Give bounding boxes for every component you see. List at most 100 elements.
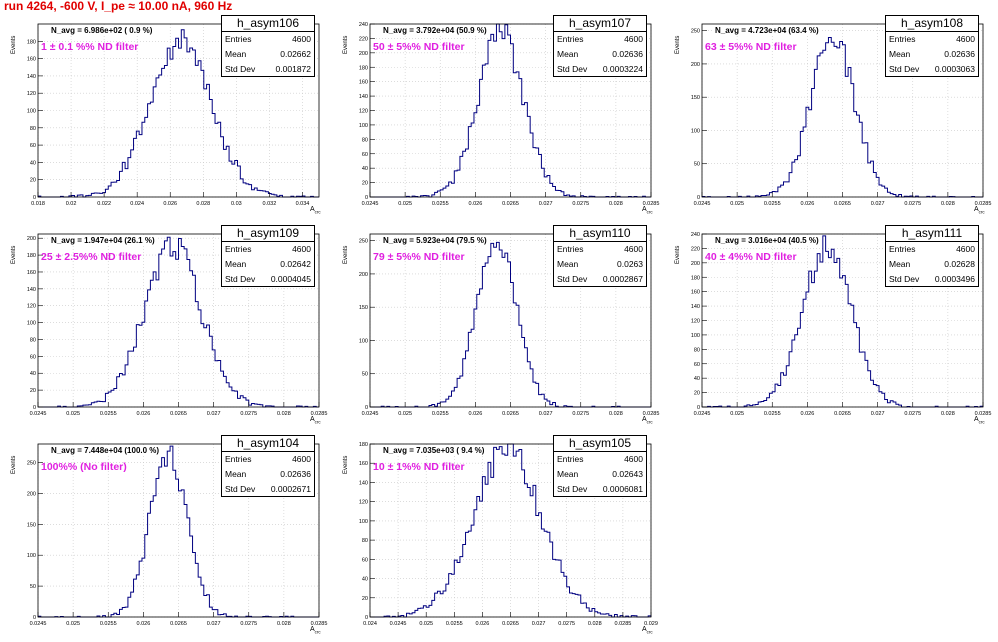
y-tick-label: 60 — [30, 354, 36, 360]
x-tick-label: 0.0285 — [311, 621, 328, 627]
y-tick-label: 80 — [30, 126, 36, 132]
y-tick-label: 40 — [694, 376, 700, 382]
stats-label: Mean — [225, 49, 247, 59]
y-tick-label: 20 — [362, 596, 368, 602]
x-tick-label: 0.0275 — [240, 621, 257, 627]
x-tick-label: 0.0285 — [975, 411, 992, 417]
y-tick-label: 100 — [691, 333, 700, 339]
y-tick-label: 220 — [359, 36, 368, 42]
x-tick-label: 0.0275 — [558, 621, 575, 627]
y-tick-label: 200 — [359, 272, 368, 278]
stats-label: Std Dev — [889, 64, 920, 74]
stats-value: 0.0002867 — [602, 274, 643, 284]
page-title: run 4264, -600 V, I_pe ≈ 10.00 nA, 960 H… — [4, 0, 233, 13]
y-tick-label: 0 — [365, 615, 368, 621]
y-tick-label: 40 — [30, 160, 36, 166]
histogram-name: h_asym106 — [222, 16, 314, 32]
y-axis-label: Events — [343, 245, 349, 264]
x-tick-label: 0.0255 — [100, 621, 117, 627]
y-tick-label: 80 — [362, 137, 368, 143]
y-tick-label: 100 — [27, 553, 36, 559]
y-tick-label: 200 — [27, 491, 36, 497]
stats-box: h_asym105 Entries 4600 Mean 0.02643 Std Dev 0.… — [553, 435, 647, 497]
stats-value: 0.0006081 — [602, 484, 643, 494]
x-axis-label: Acrc — [642, 416, 653, 425]
stats-label: Mean — [889, 49, 911, 59]
x-tick-label: 0.0285 — [614, 621, 631, 627]
stats-label: Mean — [557, 469, 579, 479]
y-tick-label: 250 — [27, 461, 36, 467]
x-tick-label: 0.028 — [277, 411, 291, 417]
x-tick-label: 0.025 — [398, 201, 412, 207]
stats-row-mean: Mean 0.02636 — [886, 47, 978, 62]
y-tick-label: 140 — [27, 287, 36, 293]
stats-row-entries: Entries 4600 — [222, 242, 314, 257]
x-tick-label: 0.025 — [66, 411, 80, 417]
y-tick-label: 140 — [27, 74, 36, 80]
x-axis-label: Acrc — [310, 416, 321, 425]
x-tick-label: 0.0245 — [30, 411, 47, 417]
y-tick-label: 180 — [359, 442, 368, 448]
x-tick-label: 0.0245 — [694, 201, 711, 207]
x-axis-label: Acrc — [974, 416, 985, 425]
histogram-name: h_asym104 — [222, 436, 314, 452]
stats-row-mean: Mean 0.02636 — [222, 467, 314, 482]
histogram-bars — [37, 29, 319, 198]
stats-value: 0.0003063 — [934, 64, 975, 74]
n-avg-label: N_avg = 3.016e+04 (40.5 %) — [714, 236, 820, 245]
x-tick-label: 0.027 — [532, 621, 546, 627]
y-tick-label: 180 — [691, 275, 700, 281]
stats-box: h_asym110 Entries 4600 Mean 0.0263 Std Dev 0.0… — [553, 225, 647, 287]
x-axis-label: Acrc — [642, 626, 653, 635]
stats-row-std-dev: Std Dev 0.0004045 — [222, 272, 314, 287]
y-tick-label: 60 — [30, 143, 36, 149]
stats-row-entries: Entries 4600 — [554, 242, 646, 257]
y-tick-label: 200 — [27, 236, 36, 242]
x-tick-label: 0.028 — [609, 411, 623, 417]
x-tick-label: 0.0275 — [904, 201, 921, 207]
x-tick-label: 0.034 — [296, 201, 310, 207]
x-tick-label: 0.025 — [66, 621, 80, 627]
y-tick-label: 200 — [691, 261, 700, 267]
x-tick-label: 0.026 — [800, 201, 814, 207]
x-tick-label: 0.0285 — [311, 411, 328, 417]
stats-label: Mean — [557, 259, 579, 269]
x-tick-label: 0.0255 — [764, 411, 781, 417]
x-tick-label: 0.027 — [207, 621, 221, 627]
x-tick-label: 0.027 — [207, 411, 221, 417]
y-tick-label: 40 — [30, 371, 36, 377]
stats-row-mean: Mean 0.02636 — [554, 47, 646, 62]
stats-value: 4600 — [292, 454, 311, 464]
histogram-panel-h_asym105: 0.024 0.0245 0.025 0.0255 0.026 0.0265 0.027 0.… — [332, 434, 662, 642]
x-tick-label: 0.027 — [871, 411, 885, 417]
x-tick-label: 0.0255 — [432, 411, 449, 417]
x-tick-label: 0.0245 — [390, 621, 407, 627]
y-tick-label: 150 — [359, 305, 368, 311]
y-tick-label: 120 — [359, 500, 368, 506]
y-tick-label: 20 — [30, 178, 36, 184]
y-tick-label: 80 — [694, 347, 700, 353]
y-tick-label: 150 — [691, 95, 700, 101]
stats-label: Entries — [889, 34, 916, 44]
stats-label: Std Dev — [225, 484, 256, 494]
histogram-panel-h_asym106: 0.018 0.02 0.022 0.024 0.026 0.028 0.03 0.032 0.… — [0, 14, 330, 222]
stats-label: Entries — [557, 244, 584, 254]
stats-row-entries: Entries 4600 — [886, 32, 978, 47]
x-tick-label: 0.0255 — [446, 621, 463, 627]
stats-box: h_asym106 Entries 4600 Mean 0.02662 Std Dev 0.… — [221, 15, 315, 77]
x-tick-label: 0.024 — [130, 201, 144, 207]
y-axis-label: Events — [11, 245, 17, 264]
stats-box: h_asym109 Entries 4600 Mean 0.02642 Std Dev 0.… — [221, 225, 315, 287]
stats-value: 0.02642 — [280, 259, 311, 269]
y-tick-label: 200 — [691, 62, 700, 68]
stats-value: 4600 — [956, 244, 975, 254]
stats-value: 0.0004045 — [270, 274, 311, 284]
x-tick-label: 0.025 — [419, 621, 433, 627]
y-tick-label: 160 — [691, 290, 700, 296]
stats-value: 0.02636 — [612, 49, 643, 59]
stats-value: 4600 — [624, 454, 643, 464]
y-tick-label: 220 — [691, 246, 700, 252]
y-tick-label: 0 — [33, 405, 36, 411]
stats-row-entries: Entries 4600 — [222, 452, 314, 467]
x-tick-label: 0.0255 — [764, 201, 781, 207]
